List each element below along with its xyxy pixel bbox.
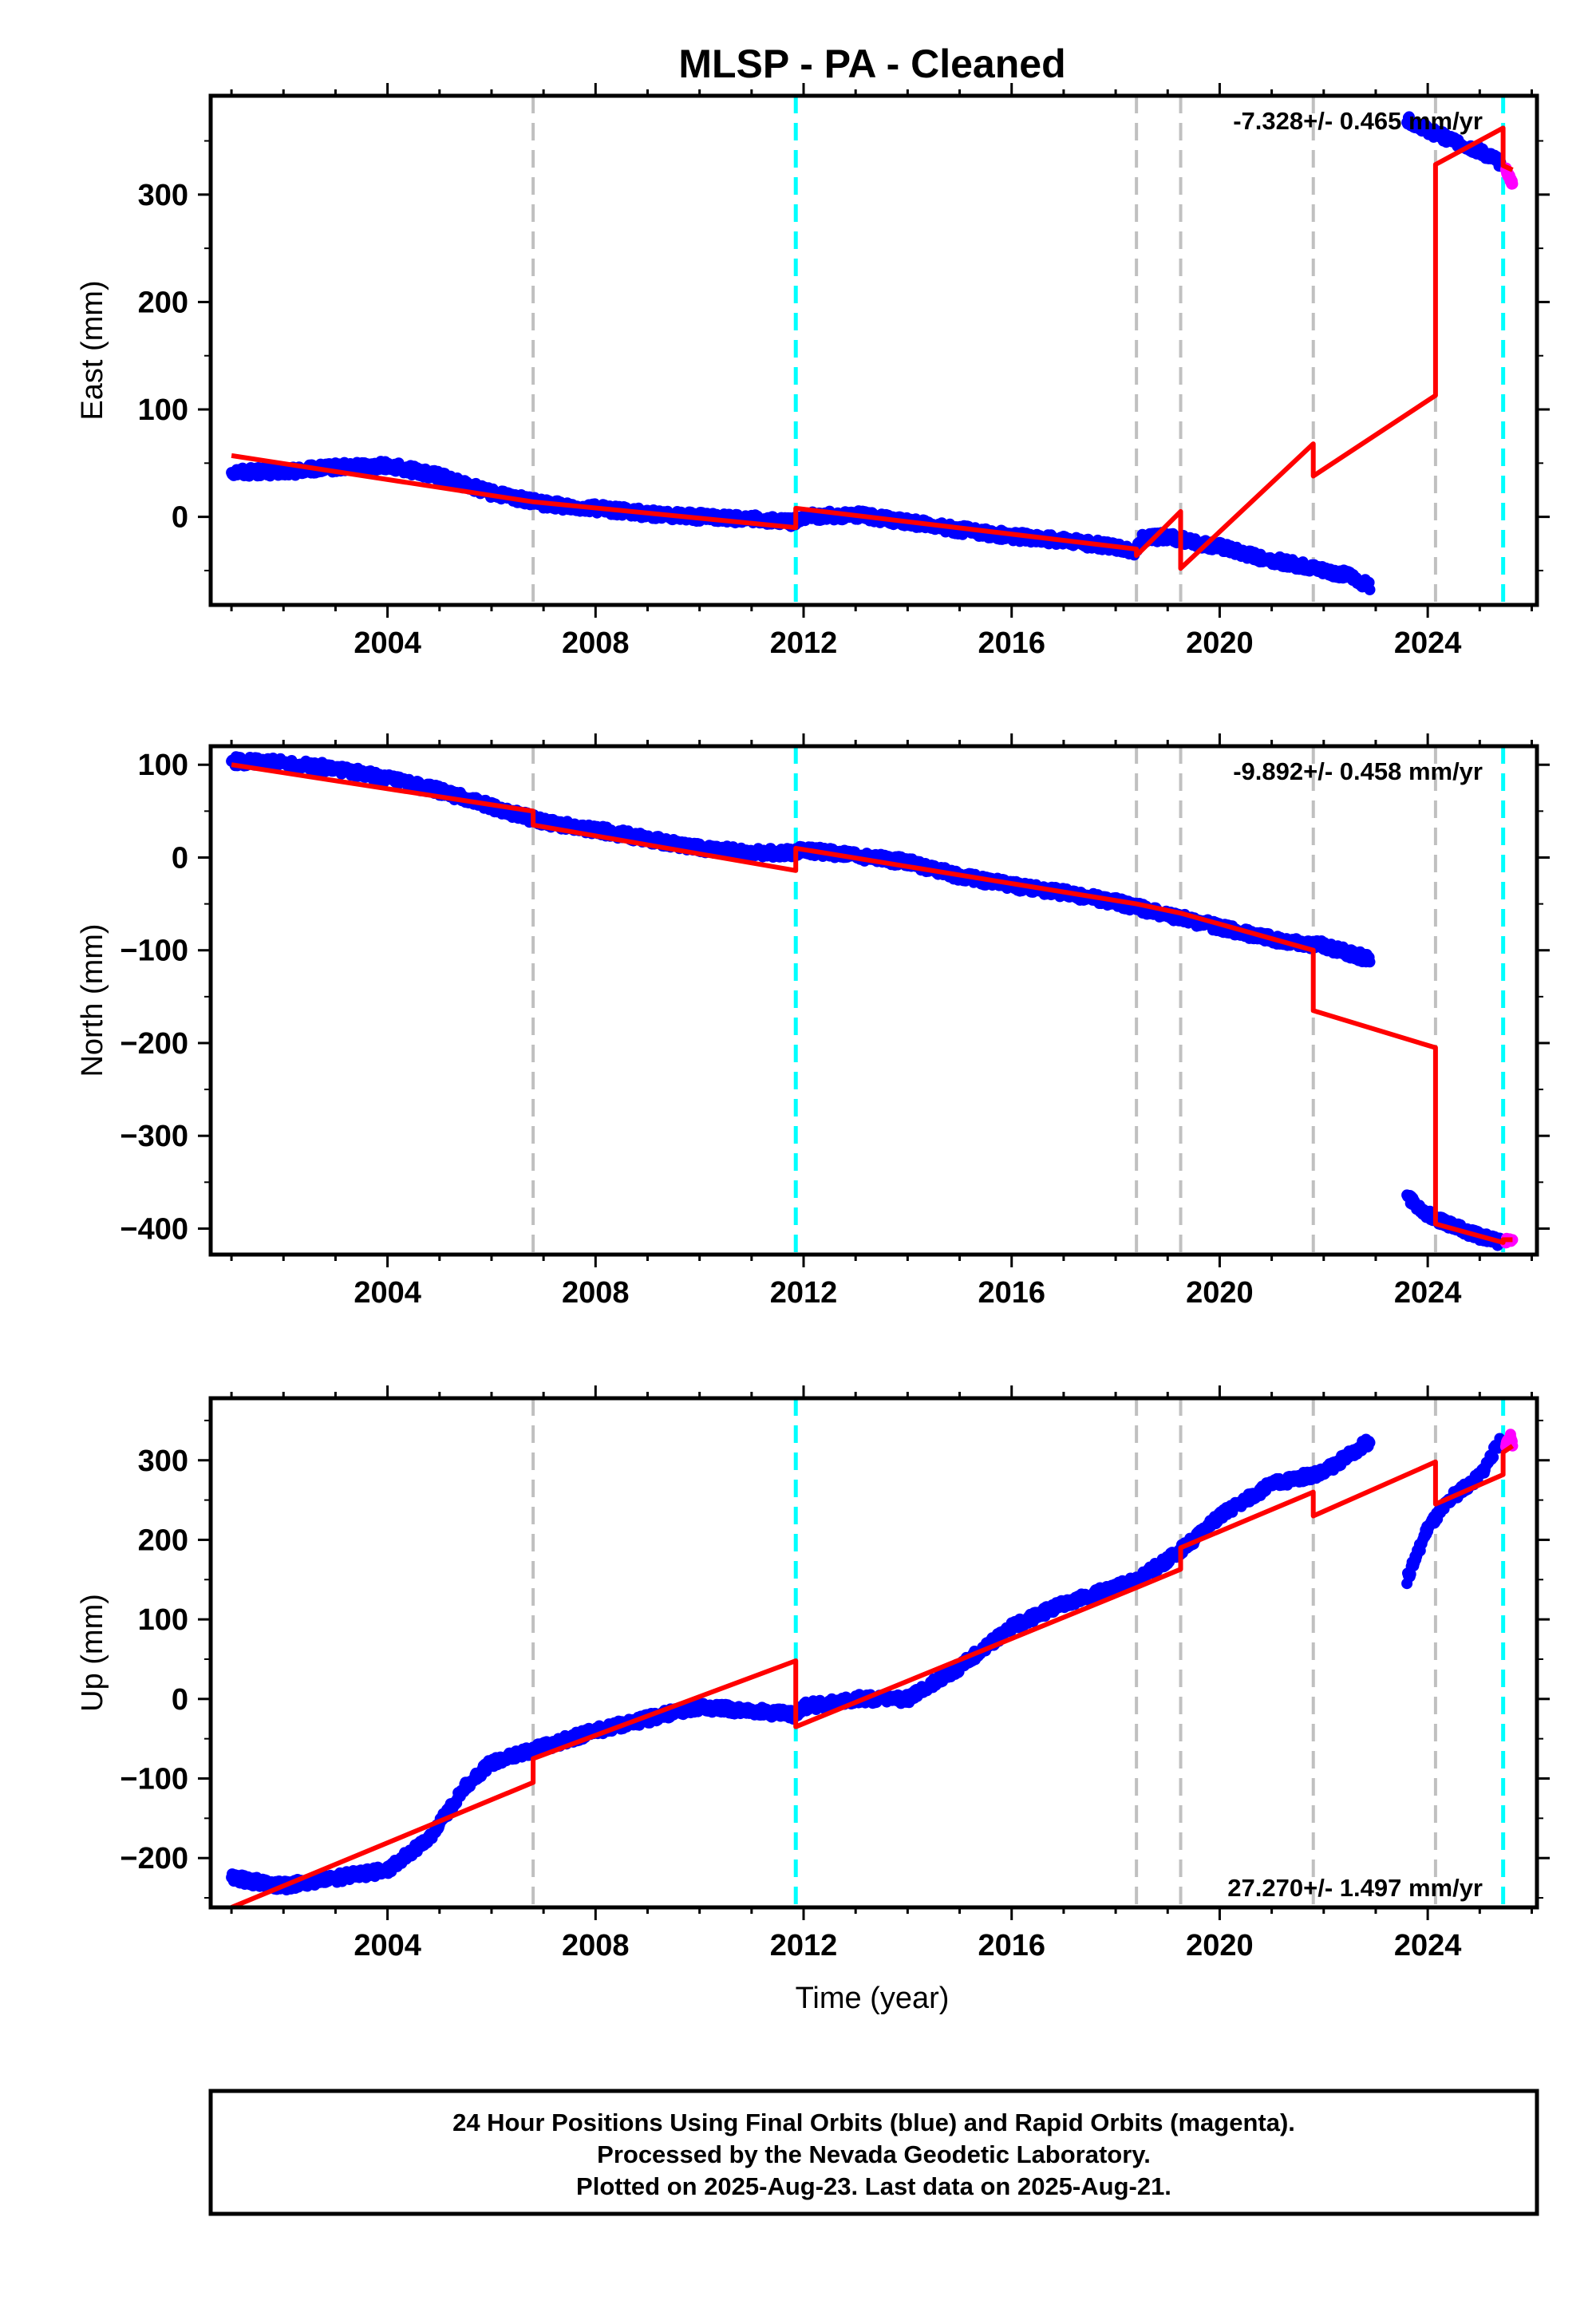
rapid-orbit-point xyxy=(1507,178,1519,190)
plot-area xyxy=(226,1398,1519,1907)
east-panel: 2004 2008 2012 2016 2020 2024 0 100 200 300 East (… xyxy=(76,83,1550,660)
x-tick-label: 2012 xyxy=(770,626,838,660)
x-tick-label: 2004 xyxy=(354,626,421,660)
y-tick-label: −300 xyxy=(120,1120,188,1153)
y-tick-label: 200 xyxy=(138,286,188,319)
final-orbit-point xyxy=(1364,956,1376,968)
y-tick-label: 0 xyxy=(172,841,188,875)
x-tick-label: 2020 xyxy=(1186,1276,1254,1310)
velocity-rate-label: -7.328+/- 0.465 mm/yr xyxy=(1233,107,1483,135)
north-panel: 2004 2008 2012 2016 2020 2024 100 0 −100 −200 −300… xyxy=(76,733,1550,1310)
model-fit-line xyxy=(231,762,1513,1245)
y-tick-label: 300 xyxy=(138,179,188,212)
x-tick-label: 2008 xyxy=(562,1276,630,1310)
plot-frame xyxy=(208,744,1539,1257)
velocity-rate-label: -9.892+/- 0.458 mm/yr xyxy=(1233,757,1483,785)
x-tick-label: 2012 xyxy=(770,1276,838,1310)
figure-title: MLSP - PA - Cleaned xyxy=(678,41,1065,86)
x-tick-label: 2004 xyxy=(354,1276,421,1310)
x-tick-label: 2008 xyxy=(562,626,630,660)
plot-area xyxy=(226,746,1519,1255)
x-tick-label: 2016 xyxy=(978,626,1045,660)
x-tick-label: 2016 xyxy=(978,1276,1045,1310)
model-fit-line xyxy=(231,125,1514,571)
y-tick-label: −400 xyxy=(120,1212,188,1246)
y-tick-label: 100 xyxy=(138,749,188,782)
x-tick-label: 2020 xyxy=(1186,626,1254,660)
y-tick-label: 0 xyxy=(172,501,188,535)
y-tick-label: −200 xyxy=(120,1027,188,1061)
final-orbit-point xyxy=(1364,583,1376,595)
y-axis-label: North (mm) xyxy=(76,923,109,1077)
x-tick-label: 2024 xyxy=(1394,1276,1462,1310)
y-tick-label: −100 xyxy=(120,935,188,968)
up-panel: 2004 2008 2012 2016 2020 20243002001000−100−2… xyxy=(76,1385,1550,1962)
y-tick-label: 100 xyxy=(138,393,188,427)
plot-area xyxy=(226,96,1519,605)
y-axis-label: East (mm) xyxy=(76,280,109,420)
plot-frame xyxy=(208,93,1539,607)
x-tick-label: 2024 xyxy=(1394,626,1462,660)
